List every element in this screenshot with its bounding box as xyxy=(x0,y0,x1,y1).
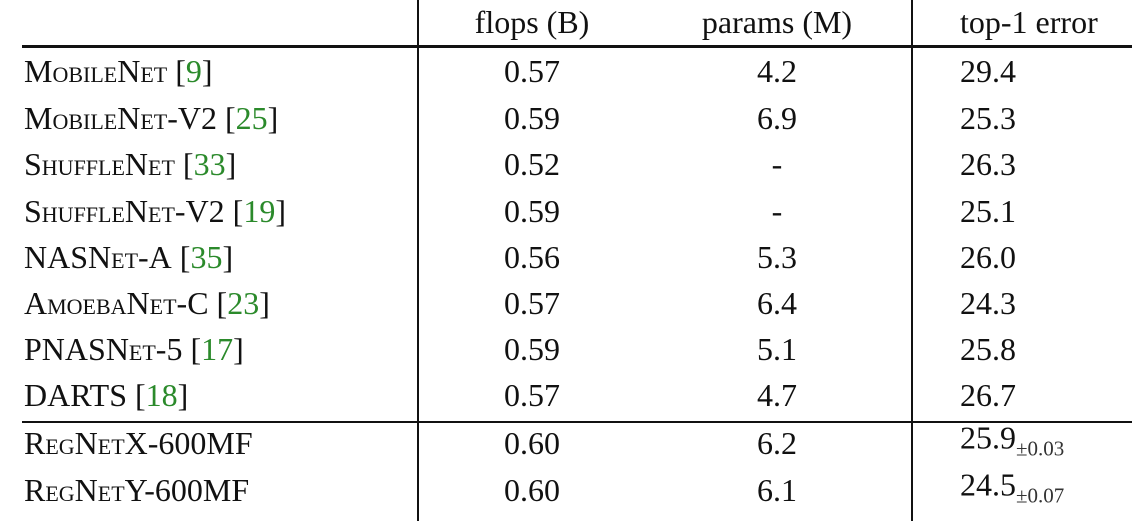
citation: ] xyxy=(267,100,279,136)
model-name: DARTS xyxy=(24,377,127,413)
error-cell: 29.4 xyxy=(960,51,1016,91)
error-value: 26.3 xyxy=(960,146,1016,182)
citation: [ xyxy=(216,285,228,321)
error-value: 25.8 xyxy=(960,331,1016,367)
model-name: NASNet-A xyxy=(24,239,172,275)
model-cell: MobileNet [9] xyxy=(24,51,213,91)
error-cell: 26.3 xyxy=(960,144,1016,184)
error-value: 26.7 xyxy=(960,377,1016,413)
column-header: flops (B) xyxy=(474,4,590,40)
flops-cell: 0.57 xyxy=(504,285,560,321)
flops-cell: 0.56 xyxy=(504,239,560,275)
model-name: AmoebaNet-C xyxy=(24,285,209,321)
model-name: MobileNet xyxy=(24,53,168,89)
flops-cell: 0.57 xyxy=(504,53,560,89)
params-cell: 5.3 xyxy=(757,239,797,275)
citation: [ xyxy=(175,53,186,89)
column-rule xyxy=(417,0,419,521)
error-value: 26.0 xyxy=(960,239,1016,275)
group-rule xyxy=(22,421,1132,423)
flops-cell: 0.60 xyxy=(504,472,560,508)
citation: ] xyxy=(233,331,244,367)
citation: [ xyxy=(179,239,191,275)
citation: ] xyxy=(177,377,189,413)
params-cell: 4.2 xyxy=(757,53,797,89)
citation: [ xyxy=(190,331,202,367)
column-header: top-1 error xyxy=(960,4,1098,40)
error-std: ±0.07 xyxy=(1016,483,1065,508)
params-cell: - xyxy=(771,193,783,229)
error-value: 25.3 xyxy=(960,100,1016,136)
params-cell: 6.2 xyxy=(757,425,797,461)
error-value: 25.1 xyxy=(960,193,1016,229)
error-std: ±0.03 xyxy=(1016,436,1065,461)
model-cell: MobileNet-V2 [25] xyxy=(24,98,278,138)
error-cell: 24.5±0.07 xyxy=(960,465,1064,516)
model-cell: DARTS [18] xyxy=(24,375,188,415)
citation: [ xyxy=(224,100,236,136)
model-cell: RegNetX-600MF xyxy=(24,423,253,463)
model-name: MobileNet-V2 xyxy=(24,100,217,136)
error-cell: 25.8 xyxy=(960,329,1016,369)
citation: [ xyxy=(134,377,146,413)
flops-cell: 0.59 xyxy=(504,100,560,136)
citation: ] xyxy=(201,53,213,89)
column-header: params (M) xyxy=(701,4,853,40)
citation: [ xyxy=(182,146,194,182)
model-name: ShuffleNet-V2 xyxy=(24,193,225,229)
citation: ] xyxy=(275,193,286,229)
params-cell: 4.7 xyxy=(757,377,797,413)
flops-cell: 0.59 xyxy=(504,331,560,367)
citation: ] xyxy=(222,239,234,275)
params-cell: - xyxy=(771,146,783,182)
error-value: 29.4 xyxy=(960,53,1016,89)
citation: [ xyxy=(232,193,244,229)
error-value: 24.3 xyxy=(960,285,1016,321)
model-cell: PNASNet-5 [17] xyxy=(24,329,244,369)
citation: ] xyxy=(259,285,270,321)
header-rule xyxy=(22,45,1132,48)
citation: 23 xyxy=(227,285,260,321)
flops-cell: 0.57 xyxy=(504,377,560,413)
flops-cell: 0.59 xyxy=(504,193,560,229)
citation: 9 xyxy=(185,53,202,89)
error-cell: 26.7 xyxy=(960,375,1016,415)
params-cell: 5.1 xyxy=(757,331,797,367)
error-value: 24.5 xyxy=(960,466,1016,503)
params-cell: 6.9 xyxy=(757,100,797,136)
params-cell: 6.4 xyxy=(757,285,797,321)
error-cell: 26.0 xyxy=(960,237,1016,277)
model-cell: NASNet-A [35] xyxy=(24,237,233,277)
error-cell: 25.9±0.03 xyxy=(960,418,1064,469)
params-cell: 6.1 xyxy=(757,472,797,508)
citation: 19 xyxy=(243,193,276,229)
citation: 18 xyxy=(145,377,178,413)
error-cell: 25.1 xyxy=(960,191,1016,231)
model-cell: ShuffleNet-V2 [19] xyxy=(24,191,286,231)
model-cell: ShuffleNet [33] xyxy=(24,144,236,184)
model-name: PNASNet-5 xyxy=(24,331,183,367)
citation: 25 xyxy=(235,100,268,136)
error-cell: 25.3 xyxy=(960,98,1016,138)
flops-cell: 0.52 xyxy=(504,146,560,182)
citation: 35 xyxy=(190,239,223,275)
model-cell: RegNetY-600MF xyxy=(24,470,249,510)
error-value: 25.9 xyxy=(960,419,1016,456)
error-cell: 24.3 xyxy=(960,283,1016,323)
model-name: ShuffleNet xyxy=(24,146,175,182)
column-rule xyxy=(911,0,913,521)
model-cell: AmoebaNet-C [23] xyxy=(24,283,270,323)
model-name: RegNetX-600MF xyxy=(24,425,253,461)
citation: 17 xyxy=(201,331,234,367)
flops-cell: 0.60 xyxy=(504,425,560,461)
model-name: RegNetY-600MF xyxy=(24,472,250,508)
citation: ] xyxy=(225,146,237,182)
citation: 33 xyxy=(193,146,226,182)
